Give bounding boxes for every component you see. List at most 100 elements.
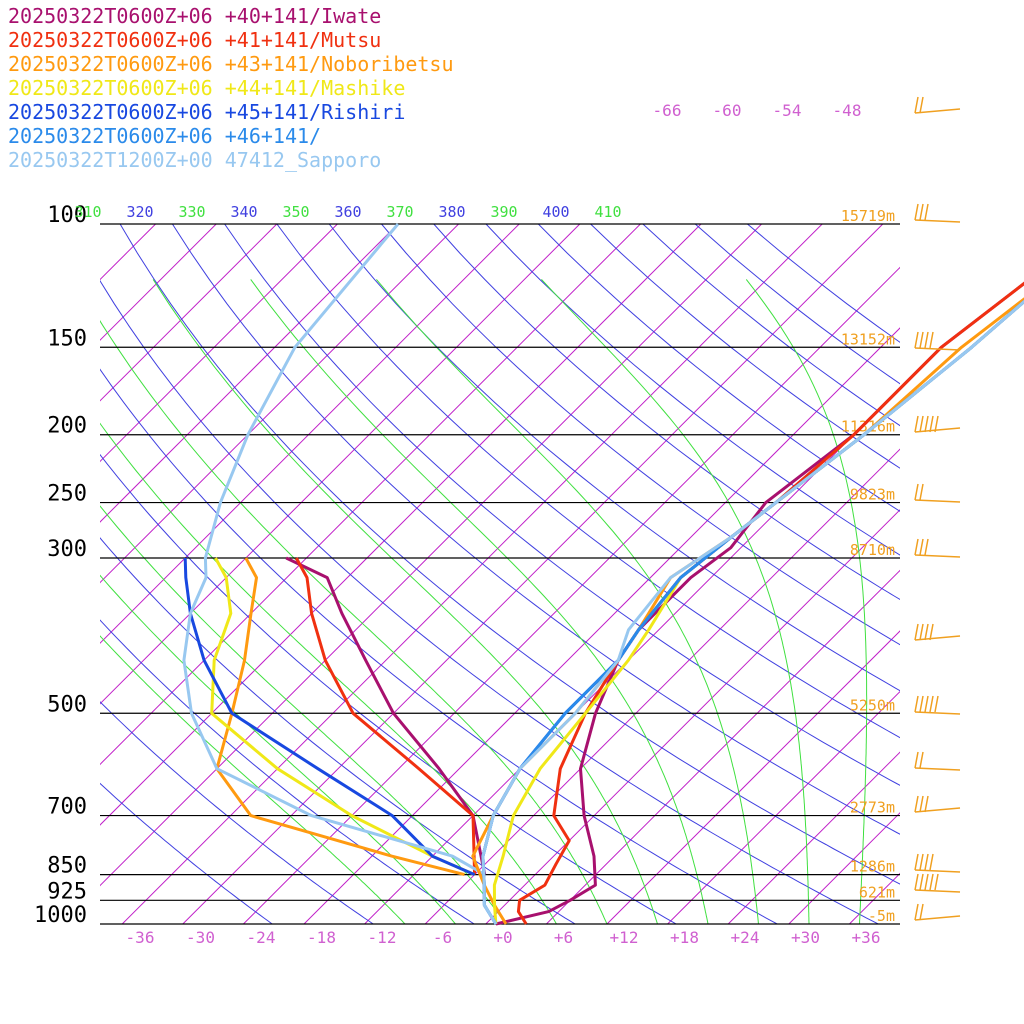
pressure-tick-label: 150 (47, 326, 87, 351)
dewpoint-trace (285, 556, 487, 875)
wind-barb (914, 538, 961, 558)
pressure-tick-label: 300 (47, 537, 87, 562)
isotherm-line (100, 224, 459, 584)
dewpoint-trace (182, 223, 486, 876)
isotherm-line (100, 224, 762, 887)
isotherm-top-label: -60 (713, 101, 742, 120)
isotherm-line (606, 630, 900, 924)
height-label: 15719m (841, 207, 895, 225)
isotherm-line (100, 224, 278, 402)
theta-label: 330 (178, 203, 205, 221)
wind-barbs (914, 96, 961, 921)
theta-label: 370 (386, 203, 413, 221)
moist-adiabat-line (100, 635, 406, 924)
temperature-tick-label: -12 (368, 928, 397, 947)
theta-label: 410 (594, 203, 621, 221)
moist-adiabat-line (100, 422, 557, 924)
dry-adiabat-line (747, 224, 900, 343)
isotherm-line (971, 224, 1024, 924)
sounding-traces (182, 223, 1024, 926)
height-label: 5250m (850, 696, 895, 714)
dry-adiabat-line (381, 224, 900, 646)
legend-entry: 20250322T0600Z+06 +40+141/Iwate (8, 4, 382, 28)
temperature-tick-label: -36 (126, 928, 155, 947)
pressure-tick-label: 700 (47, 795, 87, 820)
dry-adiabat-line (100, 453, 677, 924)
legend-entry: 20250322T1200Z+00 47412_Sapporo (8, 148, 382, 172)
isotherm-line (100, 224, 520, 644)
legend-entry: 20250322T0600Z+06 +43+141/Noboribetsu (8, 52, 454, 76)
temperature-tick-label: -6 (433, 928, 452, 947)
height-label: 8710m (850, 541, 895, 559)
theta-label: 340 (230, 203, 257, 221)
temperature-tick-label: +36 (852, 928, 881, 947)
pressure-tick-label: 850 (47, 854, 87, 879)
height-label: 621m (859, 883, 895, 901)
temperature-trace (481, 299, 1024, 925)
temperature-trace (516, 281, 1024, 925)
legend-entry: 20250322T0600Z+06 +46+141/ (8, 124, 322, 148)
dry-adiabat-line (224, 224, 900, 786)
wind-barb (914, 695, 961, 715)
moist-adiabat-line (250, 279, 709, 924)
moist-adiabat-lines (100, 279, 868, 924)
dry-adiabat-line (485, 224, 900, 556)
height-label: 13152m (841, 330, 895, 348)
pressure-tick-label: 925 (47, 879, 87, 904)
isotherm-line (182, 224, 884, 924)
wind-barb (914, 853, 961, 873)
dewpoint-trace (183, 557, 476, 876)
isotherm-line (667, 690, 900, 924)
temperature-tick-label: +0 (493, 928, 512, 947)
isotherm-lines (0, 224, 1024, 924)
wind-barb (914, 203, 961, 223)
temperature-tick-label: +18 (670, 928, 699, 947)
temperature-tick-label: -30 (186, 928, 215, 947)
temperature-tick-label: -24 (247, 928, 276, 947)
isotherm-line (100, 224, 702, 826)
dry-adiabat-line (537, 224, 900, 512)
isotherm-line (100, 224, 338, 463)
theta-label: 380 (438, 203, 465, 221)
moist-adiabat-line (100, 505, 507, 924)
dry-adiabat-line (119, 224, 900, 885)
height-label: -5m (868, 907, 895, 925)
theta-label: 400 (542, 203, 569, 221)
temperature-trace (471, 297, 1024, 925)
isotherm-line (485, 509, 900, 924)
theta-label: 350 (282, 203, 309, 221)
temperature-tick-labels: -36 -30 -24 -18 -12 -6 +0 +6 +12 +18 +24 +30 +36 (126, 928, 881, 947)
pressure-tick-label: 250 (47, 482, 87, 507)
isotherm-line (100, 224, 641, 766)
isotherm-line (100, 224, 399, 523)
pressure-tick-label: 500 (47, 692, 87, 717)
isotherm-line (0, 224, 34, 924)
isotherm-line (243, 266, 900, 924)
theta-label: 390 (490, 203, 517, 221)
wind-barb (914, 751, 961, 771)
isotherm-line (303, 327, 900, 924)
theta-label: 360 (334, 203, 361, 221)
isotherm-line (546, 569, 900, 924)
isotherm-line (424, 448, 900, 924)
isotherm-line (727, 751, 900, 924)
moist-adiabat-line (100, 574, 456, 924)
isotherm-line (121, 224, 823, 924)
isotherm-line (100, 224, 581, 705)
theta-label: 320 (126, 203, 153, 221)
temperature-tick-label: -18 (307, 928, 336, 947)
dry-adiabat-line (433, 224, 900, 601)
isotherm-top-label: -66 (653, 101, 682, 120)
pressure-tick-label: 200 (47, 414, 87, 439)
isotherm-top-label: -48 (833, 101, 862, 120)
wind-barb (914, 903, 961, 921)
legend-entry: 20250322T0600Z+06 +44+141/Mashike (8, 76, 406, 100)
height-label: 1286m (850, 858, 895, 876)
wind-barb (914, 795, 961, 813)
moist-adiabat-line (376, 279, 759, 924)
theta-labels: 310 320 330 340 350 360 370 380 390 400 410 (74, 203, 621, 221)
wind-barb (914, 483, 961, 503)
dry-adiabat-line (590, 224, 900, 469)
